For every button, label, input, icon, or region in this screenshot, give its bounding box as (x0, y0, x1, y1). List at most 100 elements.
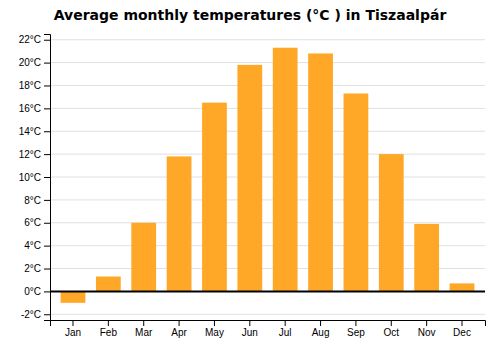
y-tick-mark (44, 223, 50, 224)
x-axis: JanFebMarAprMayJunJulAugSepOctNovDec (51, 320, 486, 338)
y-tick-mark (44, 40, 50, 41)
x-tick-label: Apr (171, 327, 187, 338)
bar (344, 93, 369, 291)
x-tick-mark (143, 320, 144, 326)
grid-line (50, 131, 485, 132)
x-tick-label: May (205, 327, 224, 338)
y-tick-mark (44, 246, 50, 247)
bar (167, 156, 192, 291)
x-tick: Apr (171, 320, 187, 338)
x-tick-mark (108, 320, 109, 326)
y-tick-mark (44, 85, 50, 86)
y-tick-label: 4°C (24, 240, 41, 251)
grid-line (50, 154, 485, 155)
x-tick: Jan (65, 320, 81, 338)
y-tick-label: 10°C (19, 172, 41, 183)
x-tick-label: Nov (418, 327, 436, 338)
x-tick: Dec (453, 320, 471, 338)
chart: Average monthly temperatures (°C ) in Ti… (0, 0, 500, 350)
y-tick: 18°C (19, 80, 50, 91)
x-tick: Jul (279, 320, 292, 338)
y-tick: 20°C (19, 57, 50, 68)
bar (61, 291, 86, 302)
y-tick-label: 8°C (24, 195, 41, 206)
y-tick-mark (44, 269, 50, 270)
x-tick-mark (462, 320, 463, 326)
bar (414, 224, 439, 291)
grid-line (50, 177, 485, 178)
y-tick: 0°C (24, 286, 50, 297)
y-tick-mark (44, 314, 50, 315)
y-tick-label: 2°C (24, 263, 41, 274)
y-tick-mark (44, 200, 50, 201)
bar (273, 48, 298, 292)
y-tick-label: 6°C (24, 217, 41, 228)
x-tick-mark (72, 320, 73, 326)
title: Average monthly temperatures (°C ) in Ti… (54, 7, 447, 23)
x-tick: Feb (100, 320, 118, 338)
zero-line (50, 290, 485, 292)
y-tick: 16°C (19, 103, 50, 114)
y-axis: -2°C 0°C 2°C 4°C 6°C 8°C 10°C 12°C 14°C 16°C 18°C 2… (19, 34, 51, 320)
x-tick-label: Mar (135, 327, 153, 338)
y-tick-mark (44, 108, 50, 109)
y-tick: 10°C (19, 172, 50, 183)
y-tick: 6°C (24, 217, 50, 228)
x-tick-label: Dec (453, 327, 471, 338)
y-tick-mark (44, 63, 50, 64)
x-tick-label: Oct (383, 327, 399, 338)
bar (379, 154, 404, 291)
y-tick-label: 20°C (19, 57, 41, 68)
bar (237, 65, 262, 292)
y-axis-line (44, 35, 51, 321)
x-tick-mark (426, 320, 427, 326)
y-tick: 2°C (24, 263, 50, 274)
grid-line (50, 62, 485, 63)
x-tick: Oct (383, 320, 399, 338)
x-tick: Aug (312, 320, 330, 338)
grid-line (50, 39, 485, 40)
bar (96, 277, 121, 292)
x-tick-label: Aug (312, 327, 330, 338)
y-tick: 14°C (19, 126, 50, 137)
x-tick-label: Jul (279, 327, 292, 338)
x-tick-label: Jun (242, 327, 258, 338)
y-tick: 22°C (19, 34, 50, 45)
y-tick-label: 12°C (19, 149, 41, 160)
y-tick-label: -2°C (21, 309, 41, 320)
x-tick: Jun (242, 320, 258, 338)
x-tick-mark (391, 320, 392, 326)
x-tick-mark (214, 320, 215, 326)
x-tick-mark (355, 320, 356, 326)
x-axis-line (51, 321, 486, 327)
grid-line (50, 85, 485, 86)
x-tick-mark (249, 320, 250, 326)
grid-line (50, 199, 485, 200)
x-tick-mark (320, 320, 321, 326)
grid-line (50, 108, 485, 109)
y-tick-label: 0°C (24, 286, 41, 297)
grid (50, 40, 485, 315)
y-tick-label: 18°C (19, 80, 41, 91)
bar (450, 283, 475, 291)
bar (308, 53, 333, 291)
x-tick: May (205, 320, 224, 338)
y-tick: 4°C (24, 240, 50, 251)
grid-line (50, 314, 485, 315)
grid-line (50, 291, 485, 292)
y-tick: 12°C (19, 149, 50, 160)
y-tick-label: 22°C (19, 34, 41, 45)
plot: -2°C 0°C 2°C 4°C 6°C 8°C 10°C 12°C 14°C 16°C 18°C 2… (19, 34, 486, 338)
y-tick-mark (44, 154, 50, 155)
bar (131, 223, 156, 292)
y-tick: -2°C (21, 309, 50, 320)
y-tick-label: 16°C (19, 103, 41, 114)
x-tick-label: Jan (65, 327, 81, 338)
x-tick: Mar (135, 320, 153, 338)
x-tick-mark (179, 320, 180, 326)
y-tick: 8°C (24, 195, 50, 206)
grid-line (50, 222, 485, 223)
x-tick-label: Feb (100, 327, 118, 338)
bar (202, 103, 227, 292)
y-tick-mark (44, 291, 50, 292)
